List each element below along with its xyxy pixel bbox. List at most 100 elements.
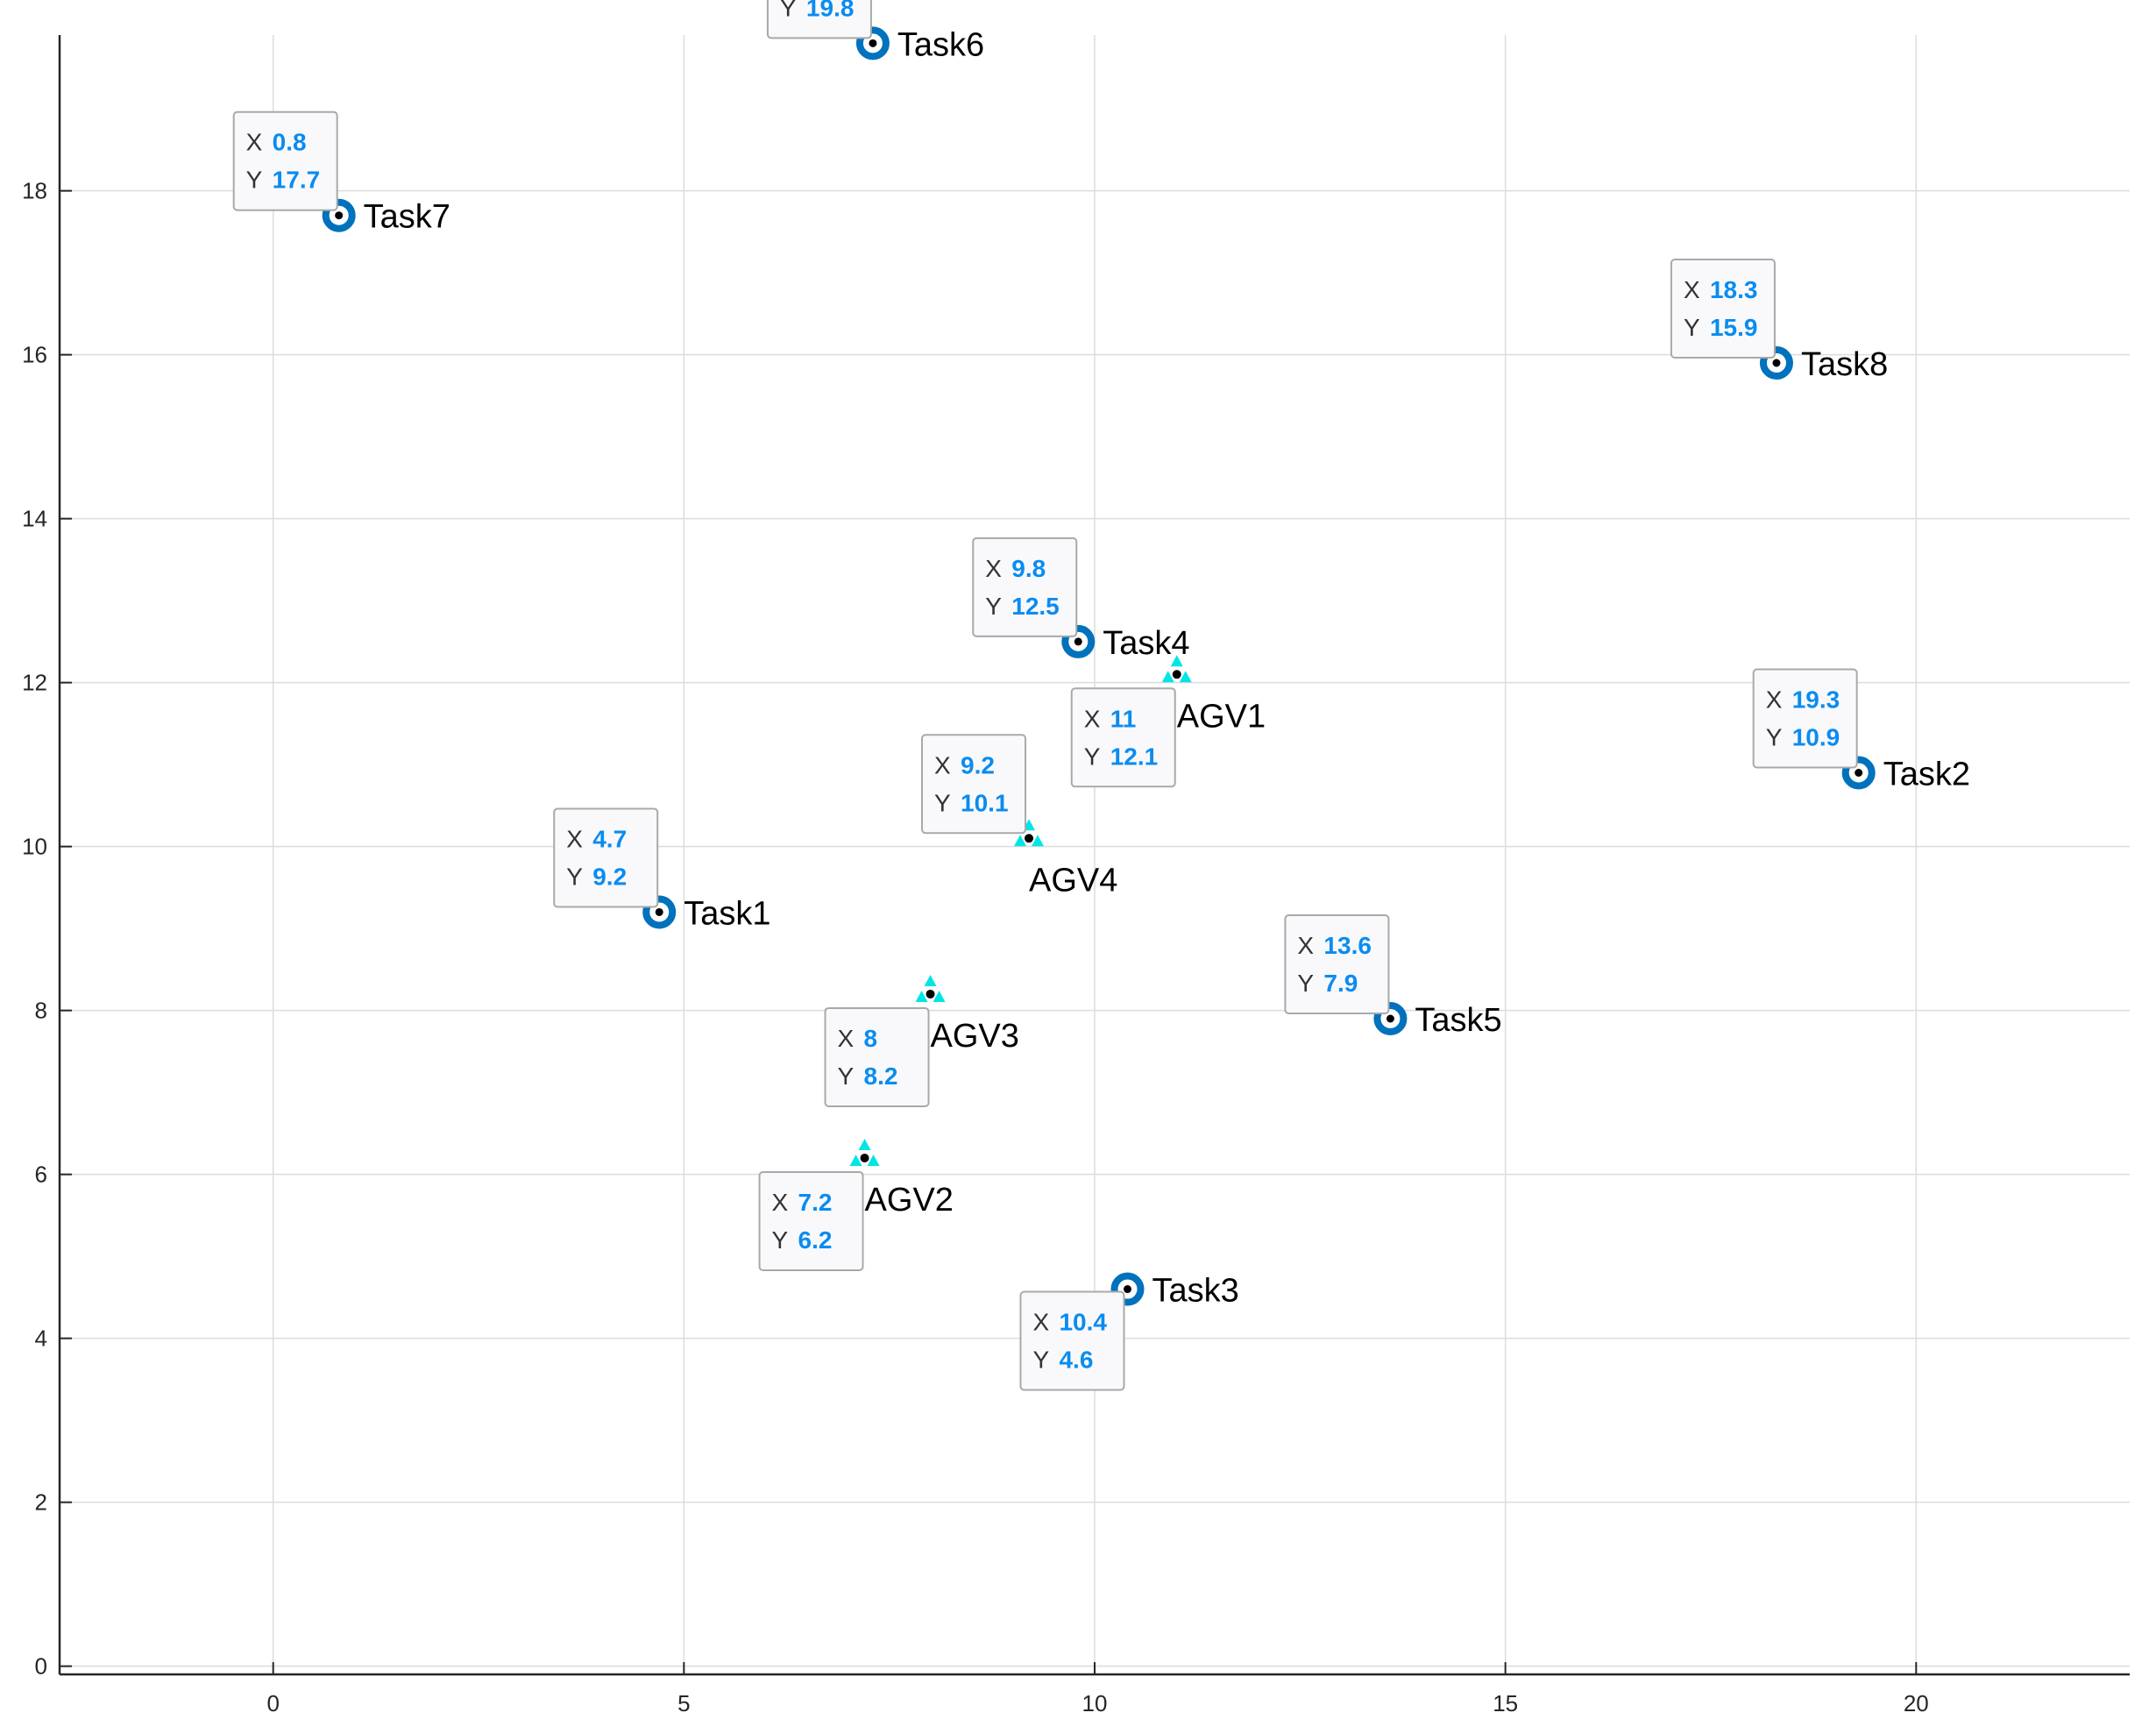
datatip-y-value: 8.2 [864,1062,898,1090]
datatip-y-key: Y [838,1062,855,1090]
agv-marker-dot [860,1153,869,1162]
datatip-y-value: 17.7 [273,167,321,194]
datatip-y-key: Y [566,863,583,890]
agv-marker [1170,655,1183,667]
datatip-y-key: Y [985,593,1002,620]
x-tick-label: 10 [1082,1690,1108,1716]
datatip-box [1670,259,1776,359]
agv-marker [1161,671,1174,683]
datatip-x-value: 4.7 [592,825,627,852]
task-marker-dot [1074,637,1082,646]
datatip-box [921,734,1027,835]
tick-labels: 0 5 10 15 20 0 2 4 6 8 10 12 14 16 18 [22,178,1929,1716]
y-tick-label: 6 [35,1162,47,1188]
datatip-task6: X7.3Y19.8 [766,0,872,39]
datatip-task1: X 4.7 Y 9.2 [553,807,659,908]
datatip-x-value: 11 [1110,705,1137,732]
datatip-y-value: 12.1 [1110,743,1159,770]
agv-marker [1032,835,1045,847]
task-marker-dot [1855,769,1863,777]
x-tick-label: 20 [1904,1690,1929,1716]
datatip-x-value: 9.8 [1011,555,1046,582]
agv-marker [933,990,946,1002]
datatip-agv3: X 8Y 8.2 [824,1006,930,1107]
datatip-y-value: 12.5 [1011,593,1060,620]
datatip-task4: X 9.8 Y 12.5 [972,537,1078,637]
agv-marker [924,974,937,986]
datatip-box [972,537,1078,637]
datatip-x-key: X [1766,686,1783,714]
datatip-y-value: 10.9 [1792,724,1840,751]
datatip-y-value: 7.9 [1323,970,1358,997]
datatip-box [1019,1290,1125,1391]
x-tick-label: 0 [266,1690,279,1716]
x-tick-label: 5 [677,1690,690,1716]
datatip-y-value: 9.2 [592,863,627,890]
datatip-box [1284,914,1390,1014]
datatip-box [824,1006,930,1107]
point-label: Task3 [1152,1273,1238,1310]
datatip-task2: X 19.3 Y 10.9 [1752,668,1858,769]
datatip-agv4: X 9.2 Y 10.1 [921,734,1027,835]
task-marker-dot [1386,1014,1394,1023]
datatip-agv2: X 7.2 Y 6.2 [758,1170,864,1271]
datatip-task8: X 18.3 Y 15.9 [1670,259,1776,359]
task-marker-dot [869,39,877,47]
y-tick-label: 16 [22,342,47,368]
datatip-x-value: 0.8 [273,129,307,156]
datatip-y-key: Y [246,167,263,194]
datatip-box [232,110,338,211]
point-labels: Task1 Task2 Task3 Task4 Task5 Task6 Task7 Task8… [364,26,1970,1309]
task-marker-dot [335,211,344,220]
point-label: Task1 [684,895,770,932]
datatip-x-key: X [246,129,263,156]
datatip-y-key: Y [1297,970,1314,997]
datatip-task5: X 13.6 Y 7.9 [1284,914,1390,1014]
y-tick-label: 0 [35,1653,47,1680]
x-tick-label: 15 [1493,1690,1518,1716]
point-label: Task5 [1415,1002,1501,1039]
datatip-y-key: Y [780,0,797,21]
datatip-box [1070,687,1176,788]
datatip-x-value: 8 [864,1025,878,1052]
agv-marker-dot [926,989,935,999]
datatip-x-key: X [1684,276,1700,303]
point-label: AGV1 [1177,698,1266,735]
datatip-x-key: X [1032,1309,1049,1336]
datatip-y-value: 15.9 [1710,314,1758,341]
datatip-y-value: 4.6 [1059,1347,1093,1374]
datatip-x-key: X [985,555,1002,582]
datatip-task7: X 0.8 Y 17.7 [232,110,338,211]
y-tick-label: 18 [22,178,47,204]
task-marker-dot [655,907,663,916]
datatip-x-value: 18.3 [1710,276,1758,303]
datatip-y-key: Y [772,1226,789,1254]
y-tick-label: 4 [35,1325,47,1352]
point-label: AGV3 [931,1018,1019,1055]
datatip-x-value: 9.2 [961,751,995,778]
datatip-x-value: 19.3 [1792,686,1840,714]
y-tick-label: 14 [22,506,47,532]
axes [58,35,2130,1676]
point-label: AGV2 [865,1182,954,1219]
y-tick-label: 10 [22,834,47,860]
point-label: Task7 [364,199,450,236]
datatip-x-key: X [934,751,951,778]
point-label: Task6 [897,26,984,63]
datatip-box [553,807,659,908]
agv-marker-dot [1172,670,1181,679]
datatip-y-value: 10.1 [961,789,1009,816]
grid-lines [60,35,2130,1674]
y-tick-label: 8 [35,998,47,1024]
task-marker-dot [1772,359,1781,367]
datatip-x-key: X [566,825,583,852]
agv-marker [1179,671,1192,683]
data-markers [322,26,1876,1306]
datatip-box [758,1170,864,1271]
datatip-box [766,0,872,39]
point-label: AGV4 [1029,862,1117,899]
point-label: Task4 [1103,625,1189,662]
datatip-y-value: 6.2 [798,1226,833,1254]
